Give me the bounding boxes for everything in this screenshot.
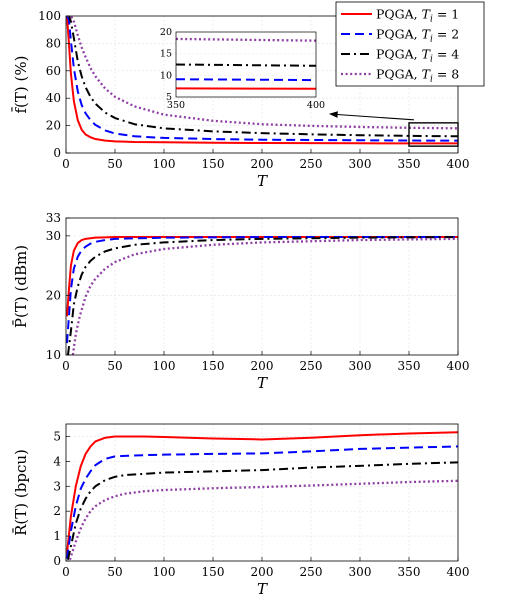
y-tick-label: 1 bbox=[53, 529, 61, 543]
x-tick-label: 100 bbox=[153, 565, 176, 579]
y-tick-label: 100 bbox=[38, 9, 61, 23]
x-tick-label: 50 bbox=[107, 359, 122, 373]
x-tick-label: 300 bbox=[349, 359, 372, 373]
x-tick-label: 350 bbox=[398, 359, 421, 373]
y-tick-label: 5 bbox=[53, 429, 61, 443]
x-axis-label: T bbox=[257, 172, 268, 190]
y-tick-label: 40 bbox=[46, 91, 61, 105]
x-tick-label: 400 bbox=[447, 565, 470, 579]
x-tick-label: 250 bbox=[300, 565, 323, 579]
series-line-3 bbox=[68, 237, 458, 355]
y-tick-label: 4 bbox=[53, 454, 61, 468]
x-tick-label: 250 bbox=[300, 359, 323, 373]
y-tick-label: 80 bbox=[46, 36, 61, 50]
y-tick-label: 2 bbox=[53, 504, 61, 518]
y-axis-label: P̄(T) (dBm) bbox=[12, 245, 30, 328]
x-tick-label: 100 bbox=[153, 157, 176, 171]
x-tick-label: 200 bbox=[251, 157, 274, 171]
series-line-1 bbox=[67, 237, 458, 316]
y-tick-label: 10 bbox=[46, 348, 61, 362]
zoom-arrow bbox=[330, 114, 414, 120]
x-tick-label: 400 bbox=[447, 157, 470, 171]
inset-y-tick-label: 15 bbox=[160, 49, 172, 60]
inset-y-tick-label: 20 bbox=[160, 27, 172, 38]
series-line-2 bbox=[67, 446, 458, 558]
y-tick-label: 3 bbox=[53, 479, 61, 493]
x-tick-label: 150 bbox=[202, 359, 225, 373]
x-tick-label: 300 bbox=[349, 157, 372, 171]
panel-3: 0 50 100 150 200 250 300 350 400 0 1 2 3 4 5 T R̄(T) (bp… bbox=[12, 424, 469, 598]
x-tick-label: 50 bbox=[107, 157, 122, 171]
x-tick-label: 0 bbox=[62, 157, 70, 171]
series-group bbox=[67, 237, 458, 355]
x-tick-label: 200 bbox=[251, 565, 274, 579]
y-tick-label: 60 bbox=[46, 64, 61, 78]
x-tick-label: 150 bbox=[202, 157, 225, 171]
y-tick-label: 0 bbox=[53, 146, 61, 160]
x-tick-label: 0 bbox=[62, 359, 70, 373]
x-tick-label: 350 bbox=[398, 157, 421, 171]
inset-x-tick-label: 400 bbox=[307, 100, 325, 111]
x-tick-label: 300 bbox=[349, 565, 372, 579]
inset-x-tick-label: 350 bbox=[167, 100, 185, 111]
y-axis-label: f̄(T) (%) bbox=[12, 56, 30, 114]
y-tick-label: 33 bbox=[46, 211, 61, 225]
x-tick-label: 400 bbox=[447, 359, 470, 373]
panel-2: 0 50 100 150 200 250 300 350 400 10 20 30 33 T P̄(T) (… bbox=[12, 211, 469, 392]
y-tick-label: 20 bbox=[46, 119, 61, 133]
x-tick-label: 150 bbox=[202, 565, 225, 579]
x-tick-label: 50 bbox=[107, 565, 122, 579]
x-tick-label: 0 bbox=[62, 565, 70, 579]
x-tick-label: 200 bbox=[251, 359, 274, 373]
y-axis-label: R̄(T) (bpcu) bbox=[12, 449, 30, 536]
inset-y-tick-label: 10 bbox=[160, 70, 172, 81]
series-line-4 bbox=[70, 481, 458, 560]
x-tick-label: 100 bbox=[153, 359, 176, 373]
series-line-4 bbox=[73, 239, 458, 355]
y-tick-label: 30 bbox=[46, 229, 61, 243]
x-tick-label: 250 bbox=[300, 157, 323, 171]
series-line-2 bbox=[67, 237, 458, 343]
x-tick-label: 350 bbox=[398, 565, 421, 579]
y-tick-label: 0 bbox=[53, 554, 61, 568]
y-tick-label: 20 bbox=[46, 288, 61, 302]
x-axis-label: T bbox=[257, 374, 268, 392]
x-axis-label: T bbox=[257, 580, 268, 598]
series-group bbox=[67, 432, 458, 560]
